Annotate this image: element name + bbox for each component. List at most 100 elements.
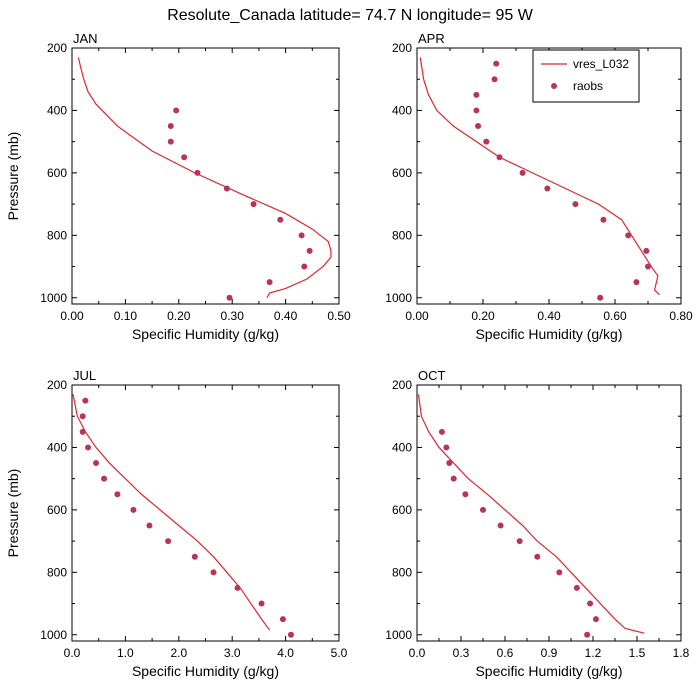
y-tick-label: 200 <box>47 41 67 55</box>
obs-point <box>165 538 172 545</box>
obs-point <box>534 553 541 560</box>
obs-point <box>573 584 580 591</box>
y-tick-label: 800 <box>392 565 412 579</box>
obs-point <box>82 397 89 404</box>
y-axis-label: Pressure (mb) <box>5 132 21 221</box>
x-axis-label: Specific Humidity (g/kg) <box>132 663 279 679</box>
obs-point <box>298 232 305 239</box>
x-tick-label: 0.0 <box>409 646 426 660</box>
x-tick-label: 1.8 <box>673 646 690 660</box>
x-tick-label: 1.0 <box>117 646 134 660</box>
y-tick-label: 200 <box>47 378 67 392</box>
obs-point <box>597 294 604 301</box>
obs-point <box>473 91 480 98</box>
obs-point <box>625 232 632 239</box>
legend-marker-swatch <box>551 83 557 89</box>
obs-point <box>572 201 579 208</box>
y-tick-label: 200 <box>392 41 412 55</box>
panel-oct: OCT 0.0 0.3 0.6 0.9 1.2 1.5 1.8 200 400 600 800 1000… <box>385 368 689 679</box>
obs-point <box>584 631 591 638</box>
x-tick-label: 0.80 <box>669 309 693 323</box>
y-tick-label: 600 <box>47 166 67 180</box>
x-tick-label: 0.00 <box>60 309 84 323</box>
y-tick-label: 800 <box>47 565 67 579</box>
obs-point <box>493 60 500 67</box>
panel-jan: JAN 0.00 0.10 0.20 0.30 0.40 0.50 200 400 600 800 1… <box>5 31 351 342</box>
obs-point <box>480 506 486 513</box>
obs-point <box>643 247 650 254</box>
plot-frame <box>71 47 340 305</box>
x-tick-label: 0.3 <box>453 646 470 660</box>
plot-frame <box>416 384 682 642</box>
y-tick-label: 800 <box>392 228 412 242</box>
y-tick-label: 400 <box>47 103 67 117</box>
model-line-jan <box>77 57 332 299</box>
obs-point <box>181 154 188 161</box>
panel-label: JUL <box>73 368 96 383</box>
y-tick-label: 800 <box>47 228 67 242</box>
x-tick-label: 0.0 <box>64 646 81 660</box>
obs-point <box>556 569 563 576</box>
x-tick-label: 1.2 <box>585 646 602 660</box>
obs-point <box>462 491 469 498</box>
y-tick-label: 600 <box>392 166 412 180</box>
obs-point <box>167 138 174 145</box>
obs-point <box>79 428 86 435</box>
obs-point <box>79 413 86 420</box>
obs-point <box>114 491 121 498</box>
obs-point <box>146 522 153 529</box>
y-tick-label: 600 <box>392 503 412 517</box>
obs-point <box>250 201 257 208</box>
x-tick-label: 0.20 <box>167 309 191 323</box>
model-line-oct <box>417 394 645 634</box>
x-tick-label: 2.0 <box>170 646 187 660</box>
panel-label: APR <box>418 31 445 46</box>
obs-point <box>101 475 108 482</box>
obs-point <box>496 154 503 161</box>
x-tick-label: 0.9 <box>541 646 558 660</box>
panels: JAN 0.00 0.10 0.20 0.30 0.40 0.50 200 400 600 800 1… <box>5 31 693 679</box>
x-tick-label: 0.10 <box>114 309 138 323</box>
obs-point <box>483 138 490 145</box>
legend-label: vres_L032 <box>573 57 629 71</box>
plot-frame <box>71 384 340 642</box>
y-tick-label: 600 <box>47 503 67 517</box>
x-tick-label: 0.60 <box>603 309 627 323</box>
obs-point <box>475 123 482 130</box>
x-tick-label: 0.30 <box>221 309 245 323</box>
obs-point <box>516 538 523 545</box>
obs-point <box>234 584 241 591</box>
legend-box <box>532 49 640 103</box>
obs-point <box>592 616 599 623</box>
obs-point <box>301 263 308 270</box>
legend-label: raobs <box>573 79 603 93</box>
y-tick-label: 1000 <box>385 628 412 642</box>
x-tick-label: 1.5 <box>629 646 646 660</box>
obs-point <box>258 600 265 607</box>
obs-point <box>600 216 607 223</box>
obs-point <box>544 185 551 192</box>
x-tick-label: 0.00 <box>405 309 429 323</box>
obs-point <box>210 569 217 576</box>
obs-point <box>85 444 92 451</box>
x-tick-label: 0.50 <box>327 309 351 323</box>
obs-point <box>491 76 498 83</box>
obs-point <box>279 616 286 623</box>
obs-point <box>438 428 445 435</box>
x-tick-label: 0.20 <box>471 309 495 323</box>
obs-point <box>167 123 174 130</box>
x-axis-label: Specific Humidity (g/kg) <box>132 326 279 342</box>
x-tick-label: 0.40 <box>274 309 298 323</box>
model-line-apr <box>419 57 660 296</box>
obs-point <box>587 600 594 607</box>
obs-point <box>194 169 201 176</box>
x-tick-label: 3.0 <box>224 646 241 660</box>
y-tick-label: 400 <box>392 440 412 454</box>
x-tick-label: 0.40 <box>537 309 561 323</box>
y-tick-label: 200 <box>392 378 412 392</box>
obs-point <box>473 107 480 114</box>
x-tick-label: 4.0 <box>277 646 294 660</box>
panel-apr: APR 0.00 0.20 0.40 0.60 0.80 200 400 600 800 1000 S… <box>385 31 693 342</box>
